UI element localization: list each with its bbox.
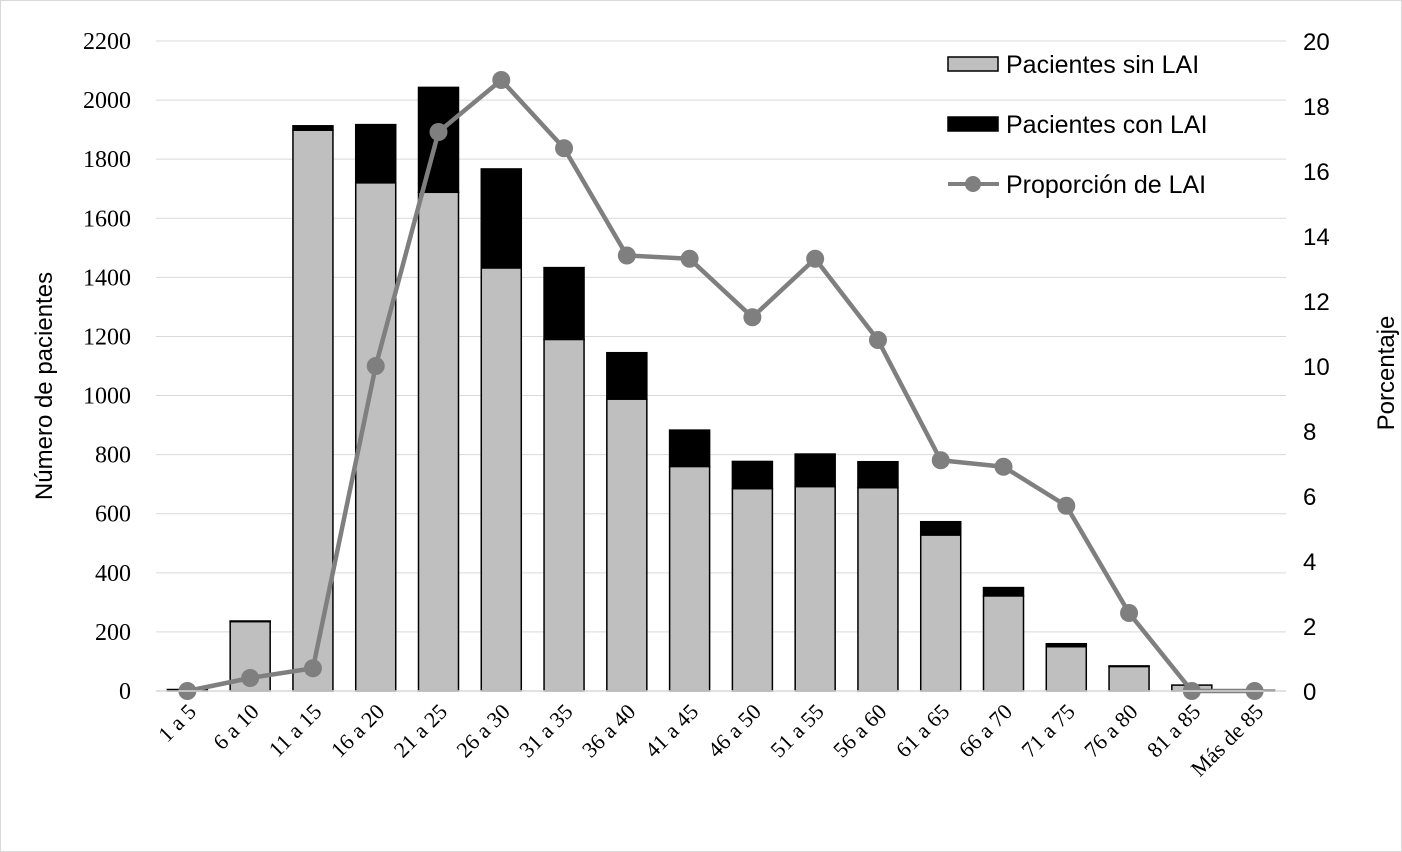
bar-con-lai <box>668 429 711 468</box>
x-tick-label: 26 a 30 <box>451 699 514 762</box>
bar-con-lai <box>606 351 648 400</box>
y-tick-label-left: 200 <box>95 620 131 646</box>
y-tick-label-left: 1200 <box>83 324 131 350</box>
bar-con-lai <box>794 453 836 488</box>
y-tick-label-left: 400 <box>95 561 131 587</box>
point-proporcion-lai <box>555 139 574 158</box>
x-tick-label: 11 a 15 <box>264 699 327 762</box>
bar-con-lai <box>480 168 523 269</box>
legend: Pacientes sin LAI Pacientes con LAI Prop… <box>947 51 1208 199</box>
y-tick-label-right: 14 <box>1303 224 1330 251</box>
point-proporcion-lai <box>617 246 636 265</box>
x-tick-label: 6 a 10 <box>208 699 264 755</box>
bar-con-lai <box>1108 665 1150 668</box>
x-tick-label: 31 a 35 <box>514 699 577 762</box>
y-tick-label-left: 2200 <box>83 29 131 55</box>
y-axis-title-left: Número de pacientes <box>31 272 58 500</box>
y-tick-label-right: 18 <box>1303 94 1330 121</box>
bar-sin-lai <box>543 338 585 692</box>
y-tick-label-right: 10 <box>1303 354 1330 381</box>
point-proporcion-lai <box>743 308 762 327</box>
point-proporcion-lai <box>1120 604 1139 622</box>
bar-sin-lai <box>731 487 774 692</box>
point-proporcion-lai <box>931 451 950 470</box>
legend-swatch-con-lai <box>947 116 999 132</box>
bar-sin-lai <box>1108 665 1150 692</box>
bar-sin-lai <box>794 485 836 692</box>
bar-con-lai <box>229 620 271 623</box>
legend-label-proporcion: Proporción de LAI <box>1006 171 1206 199</box>
point-proporcion-lai <box>994 457 1013 476</box>
y-tick-label-right: 16 <box>1303 159 1330 186</box>
bar-con-lai <box>982 586 1025 597</box>
point-proporcion-lai <box>303 659 322 678</box>
legend-label-con-lai: Pacientes con LAI <box>1006 111 1208 139</box>
y-tick-label-right: 8 <box>1303 419 1316 446</box>
legend-swatch-sin-lai <box>947 56 999 72</box>
bar-sin-lai <box>606 398 648 692</box>
point-proporcion-lai <box>806 249 825 268</box>
x-tick-label: 61 a 65 <box>891 699 954 762</box>
bar-sin-lai <box>1045 645 1088 692</box>
x-tick-label: 1 a 5 <box>153 699 201 747</box>
bar-con-lai <box>354 123 397 184</box>
point-proporcion-lai <box>1057 496 1076 515</box>
y-axis-title-right: Porcentaje <box>1373 316 1400 431</box>
x-tick-label: 41 a 45 <box>640 699 703 762</box>
point-proporcion-lai <box>492 71 511 89</box>
legend-label-sin-lai: Pacientes sin LAI <box>1006 51 1199 79</box>
point-proporcion-lai <box>429 123 448 141</box>
point-proporcion-lai <box>868 331 887 349</box>
x-tick-label: 46 a 50 <box>702 699 765 762</box>
point-proporcion-lai <box>241 669 260 687</box>
legend-swatch-marker <box>965 176 981 192</box>
y-tick-label-right: 12 <box>1303 289 1330 316</box>
x-tick-label: 71 a 75 <box>1016 699 1079 762</box>
x-tick-label: 21 a 25 <box>389 699 452 762</box>
x-tick-label: 66 a 70 <box>954 699 1017 762</box>
proportion-line <box>178 71 1264 700</box>
y-tick-label-left: 2000 <box>83 88 131 114</box>
x-tick-label: 56 a 60 <box>828 699 891 762</box>
bar-con-lai <box>857 460 899 489</box>
bar-sin-lai <box>857 486 899 692</box>
x-tick-label: 51 a 55 <box>765 699 828 762</box>
x-tick-label: 76 a 80 <box>1079 699 1142 762</box>
bar-sin-lai <box>417 191 460 692</box>
line-proporcion-lai <box>186 77 1255 694</box>
y-tick-label-left: 1400 <box>83 265 131 291</box>
y-tick-label-right: 0 <box>1303 679 1316 706</box>
y-tick-label-left: 1000 <box>83 384 131 410</box>
bar-sin-lai <box>982 595 1025 692</box>
point-proporcion-lai <box>366 357 385 375</box>
bar-sin-lai <box>668 465 711 692</box>
bar-con-lai <box>919 520 962 536</box>
bar-sin-lai <box>480 267 523 692</box>
bar-con-lai <box>731 460 774 490</box>
bar-con-lai <box>1045 642 1088 648</box>
y-tick-label-left: 1800 <box>83 147 131 173</box>
y-tick-label-left: 0 <box>119 679 131 705</box>
bar-con-lai <box>543 266 585 341</box>
y-tick-label-right: 4 <box>1303 549 1316 576</box>
bar-con-lai <box>292 125 334 131</box>
y-tick-label-left: 1600 <box>83 206 131 232</box>
x-tick-label: 36 a 40 <box>577 699 640 762</box>
y-tick-label-right: 2 <box>1303 614 1316 641</box>
y-tick-label-right: 20 <box>1303 29 1330 56</box>
y-tick-label-right: 6 <box>1303 484 1316 511</box>
y-tick-label-left: 800 <box>95 443 131 469</box>
point-proporcion-lai <box>680 249 699 268</box>
bar-sin-lai <box>919 534 962 692</box>
y-tick-label-left: 600 <box>95 502 131 528</box>
x-tick-label: 16 a 20 <box>326 699 389 762</box>
